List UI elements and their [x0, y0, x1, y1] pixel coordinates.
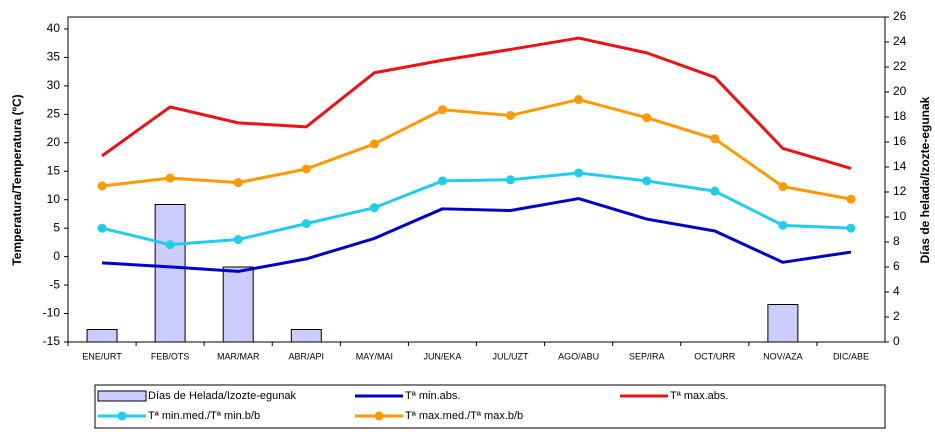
point: [437, 105, 447, 115]
point: [506, 110, 516, 120]
x-tick-label: DIC/ABE: [833, 351, 869, 361]
bar: [222, 266, 254, 343]
point: [642, 176, 652, 186]
point: [233, 178, 243, 188]
point: [97, 223, 107, 233]
bar: [767, 304, 799, 343]
x-tick-label: OCT/URR: [694, 351, 735, 361]
point: [846, 223, 856, 233]
x-tick-label: JUL/UZT: [493, 351, 530, 361]
x-tick-label: SEP/IRA: [629, 351, 665, 361]
y-axis-label: Temperatura/Temperatura (ºC): [10, 94, 24, 265]
point: [301, 164, 311, 174]
bar: [86, 329, 118, 343]
y2-tick-label: 8: [893, 234, 900, 248]
y2-tick-label: 10: [893, 209, 907, 223]
y2-tick-label: 24: [893, 34, 907, 48]
y-tick-label: 35: [47, 50, 61, 64]
line: [101, 171, 852, 247]
line: [101, 36, 852, 170]
y2-tick-label: 6: [893, 259, 900, 273]
legend-label: Tª max.med./Tª max.b/b: [405, 410, 523, 422]
bar: [290, 329, 322, 343]
legend-label: Tª max.abs.: [670, 390, 728, 402]
point: [574, 95, 584, 105]
point: [574, 168, 584, 178]
line: [101, 98, 852, 201]
point: [710, 186, 720, 196]
point: [97, 181, 107, 191]
x-tick-label: ENE/URT: [82, 351, 122, 361]
legend-label: Días de Helada/Izozte-egunak: [148, 390, 296, 402]
legend-marker: [117, 411, 127, 421]
y-tick-label: 15: [47, 163, 61, 177]
x-tick-label: FEB/OTS: [151, 351, 190, 361]
legend: [94, 384, 886, 429]
y2-tick-label: 22: [893, 59, 907, 73]
y2-tick-label: 4: [893, 284, 900, 298]
y-tick-label: 40: [47, 21, 61, 35]
x-tick-label: NOV/AZA: [763, 351, 803, 361]
point: [437, 176, 447, 186]
point: [778, 220, 788, 230]
y-tick-label: -5: [49, 277, 60, 291]
y2-axis-label: Días de helada/Izozte-egunak: [918, 96, 932, 263]
y2-tick-label: 0: [893, 334, 900, 348]
point: [710, 134, 720, 144]
legend-label: Tª min.abs.: [405, 390, 460, 402]
point: [506, 175, 516, 185]
y2-tick-label: 12: [893, 184, 907, 198]
y2-tick-label: 26: [893, 9, 907, 23]
point: [778, 182, 788, 192]
y2-tick-label: 20: [893, 84, 907, 98]
point: [642, 113, 652, 123]
point: [233, 235, 243, 245]
y-tick-label: 10: [47, 192, 61, 206]
y-tick-label: 25: [47, 107, 61, 121]
legend-swatch: [97, 390, 147, 402]
legend-marker: [374, 411, 384, 421]
y2-tick-label: 16: [893, 134, 907, 148]
line: [101, 197, 852, 273]
point: [165, 240, 175, 250]
y-tick-label: -10: [43, 306, 61, 320]
bar: [154, 204, 186, 343]
y-tick-label: -15: [43, 334, 61, 348]
y2-tick-label: 18: [893, 109, 907, 123]
point: [165, 173, 175, 183]
y-tick-label: 30: [47, 78, 61, 92]
y-tick-label: 5: [53, 220, 60, 234]
point: [301, 219, 311, 229]
x-tick-label: MAR/MAR: [217, 351, 260, 361]
point: [369, 203, 379, 213]
y-tick-label: 20: [47, 135, 61, 149]
x-tick-label: AGO/ABU: [558, 351, 599, 361]
x-tick-label: ABR/API: [289, 351, 325, 361]
x-tick-label: MAY/MAI: [356, 351, 393, 361]
y-tick-label: 0: [53, 249, 60, 263]
y2-tick-label: 14: [893, 159, 907, 173]
point: [369, 139, 379, 149]
x-tick-label: JUN/EKA: [423, 351, 461, 361]
legend-label: Tª min.med./Tª min.b/b: [148, 410, 260, 422]
y2-tick-label: 2: [893, 309, 900, 323]
point: [846, 194, 856, 204]
